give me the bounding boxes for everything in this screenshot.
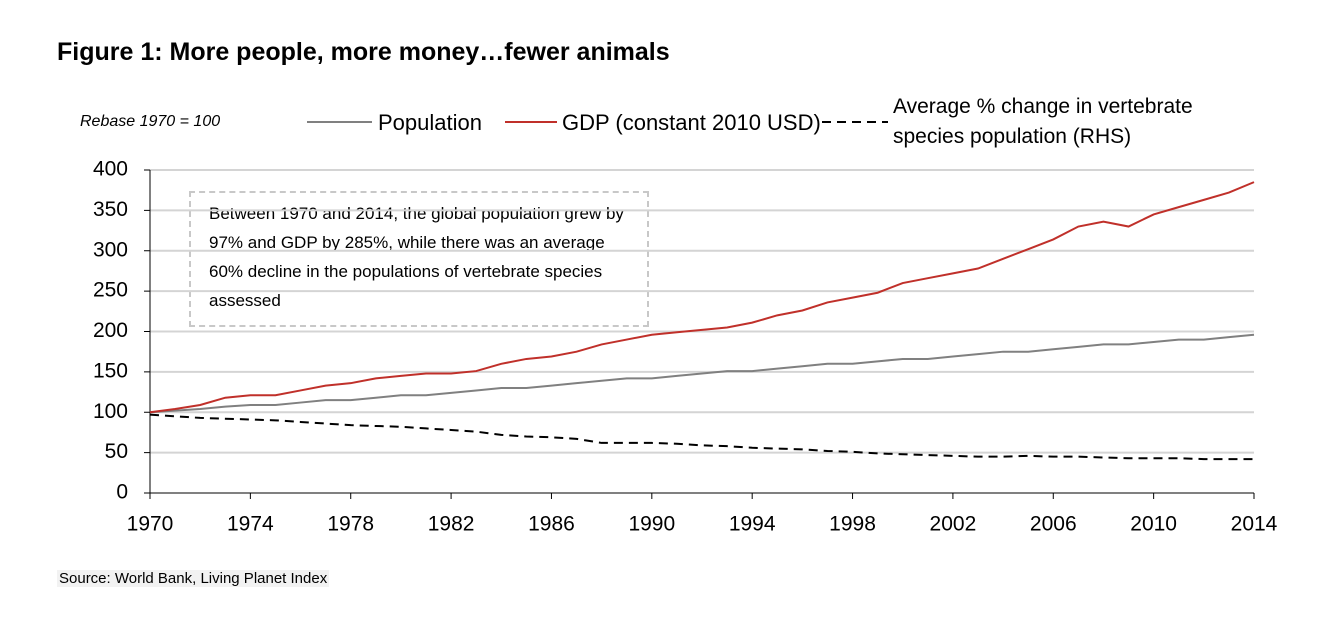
y-tick-label: 100 — [93, 400, 128, 423]
annotation: Between 1970 and 2014, the global popula… — [209, 204, 624, 310]
y-axis-label: Rebase 1970 = 100 — [80, 113, 221, 130]
legend-label: GDP (constant 2010 USD) — [562, 110, 821, 135]
x-tick-label: 1990 — [628, 513, 675, 536]
x-tick-label: 1986 — [528, 513, 575, 536]
legend-label: Population — [378, 110, 482, 135]
x-tick-label: 2002 — [930, 513, 977, 536]
series-line — [149, 413, 1254, 461]
x-tick-label: 1970 — [127, 513, 174, 536]
series-line — [149, 333, 1255, 414]
y-tick-label: 350 — [93, 198, 128, 221]
x-tick-label: 1998 — [829, 513, 876, 536]
series-line — [149, 181, 1255, 414]
y-tick-label: 200 — [93, 319, 128, 342]
x-tick-label: 1978 — [327, 513, 374, 536]
x-tick-label: 1974 — [227, 513, 274, 536]
chart-title: Figure 1: More people, more money…fewer … — [57, 38, 670, 66]
legend-label: Average % change in vertebrate species p… — [893, 95, 1193, 148]
y-tick-label: 150 — [93, 359, 128, 382]
x-tick-label: 2010 — [1130, 513, 1177, 536]
x-tick-label: 2014 — [1231, 513, 1278, 536]
y-tick-label: 0 — [116, 481, 128, 504]
x-tick-label: 1982 — [428, 513, 475, 536]
y-tick-label: 50 — [105, 440, 128, 463]
source: Source: World Bank, Living Planet Index — [57, 570, 330, 587]
annotation-box: Between 1970 and 2014, the global popula… — [189, 191, 649, 327]
x-tick-label: 1994 — [729, 513, 776, 536]
y-tick-label: 250 — [93, 279, 128, 302]
x-tick-label: 2006 — [1030, 513, 1077, 536]
y-tick-label: 300 — [93, 238, 128, 261]
y-tick-label: 400 — [93, 158, 128, 181]
